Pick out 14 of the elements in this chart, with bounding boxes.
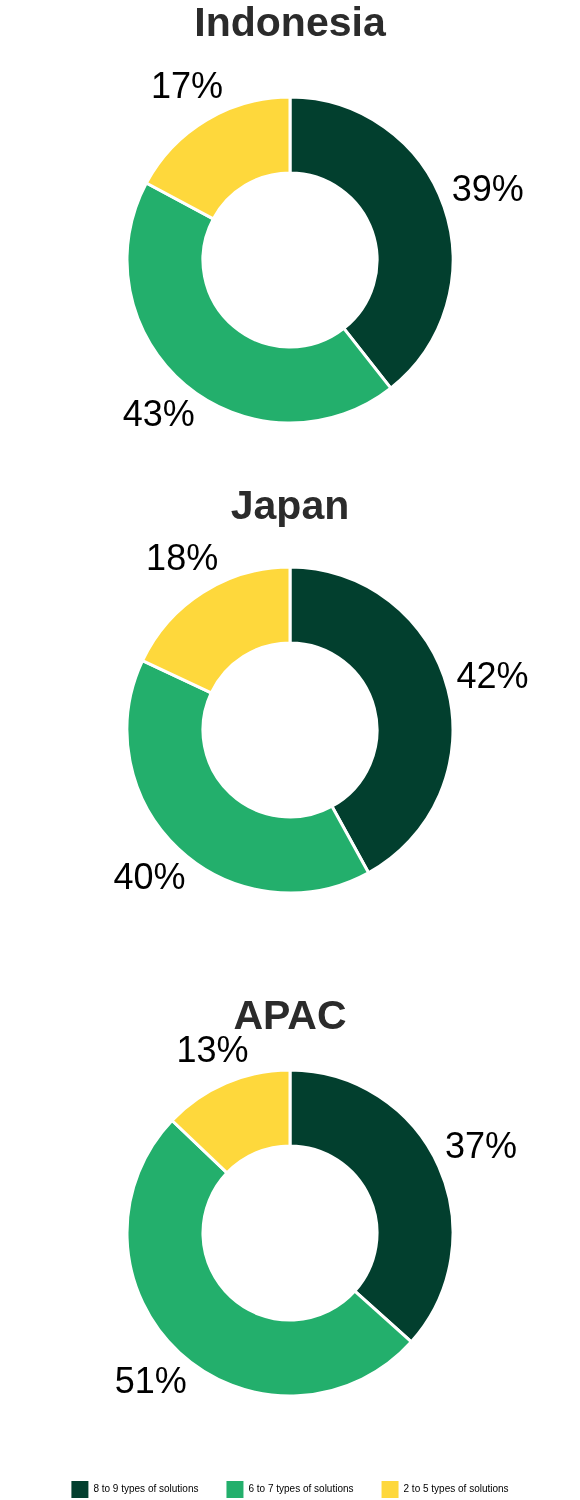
data-label: 39% — [451, 168, 524, 210]
data-label: 13% — [176, 1028, 249, 1070]
data-label: 18% — [146, 536, 219, 578]
data-label: 43% — [122, 393, 195, 435]
legend-label: 2 to 5 types of solutions — [403, 1483, 509, 1495]
chart-title: Indonesia — [193, 0, 387, 46]
data-label: 17% — [150, 64, 223, 106]
data-label: 51% — [114, 1360, 187, 1402]
data-label: 37% — [444, 1124, 518, 1166]
legend-label: 6 to 7 types of solutions — [248, 1483, 354, 1495]
chart-title: Japan — [229, 481, 351, 529]
legend-label: 8 to 9 types of solutions — [93, 1483, 199, 1495]
data-label: 42% — [456, 654, 529, 696]
data-label: 40% — [113, 856, 186, 898]
